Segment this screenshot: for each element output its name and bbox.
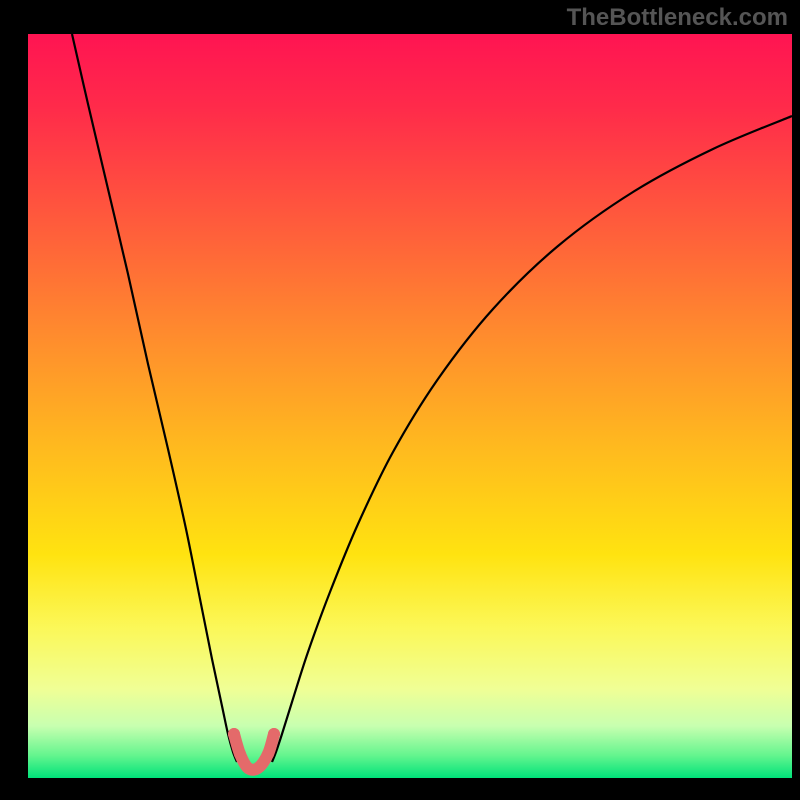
plot-area bbox=[28, 34, 792, 778]
trough-dot bbox=[268, 728, 280, 740]
trough-dot bbox=[262, 748, 274, 760]
curve-layer bbox=[28, 34, 792, 778]
trough-dot bbox=[234, 748, 246, 760]
frame-left bbox=[0, 0, 28, 800]
trough-dot bbox=[228, 728, 240, 740]
curve-right-branch bbox=[272, 116, 792, 762]
curve-left-branch bbox=[72, 34, 237, 762]
frame-right bbox=[792, 0, 800, 800]
frame-bottom bbox=[0, 778, 800, 800]
watermark-text: TheBottleneck.com bbox=[567, 4, 788, 32]
